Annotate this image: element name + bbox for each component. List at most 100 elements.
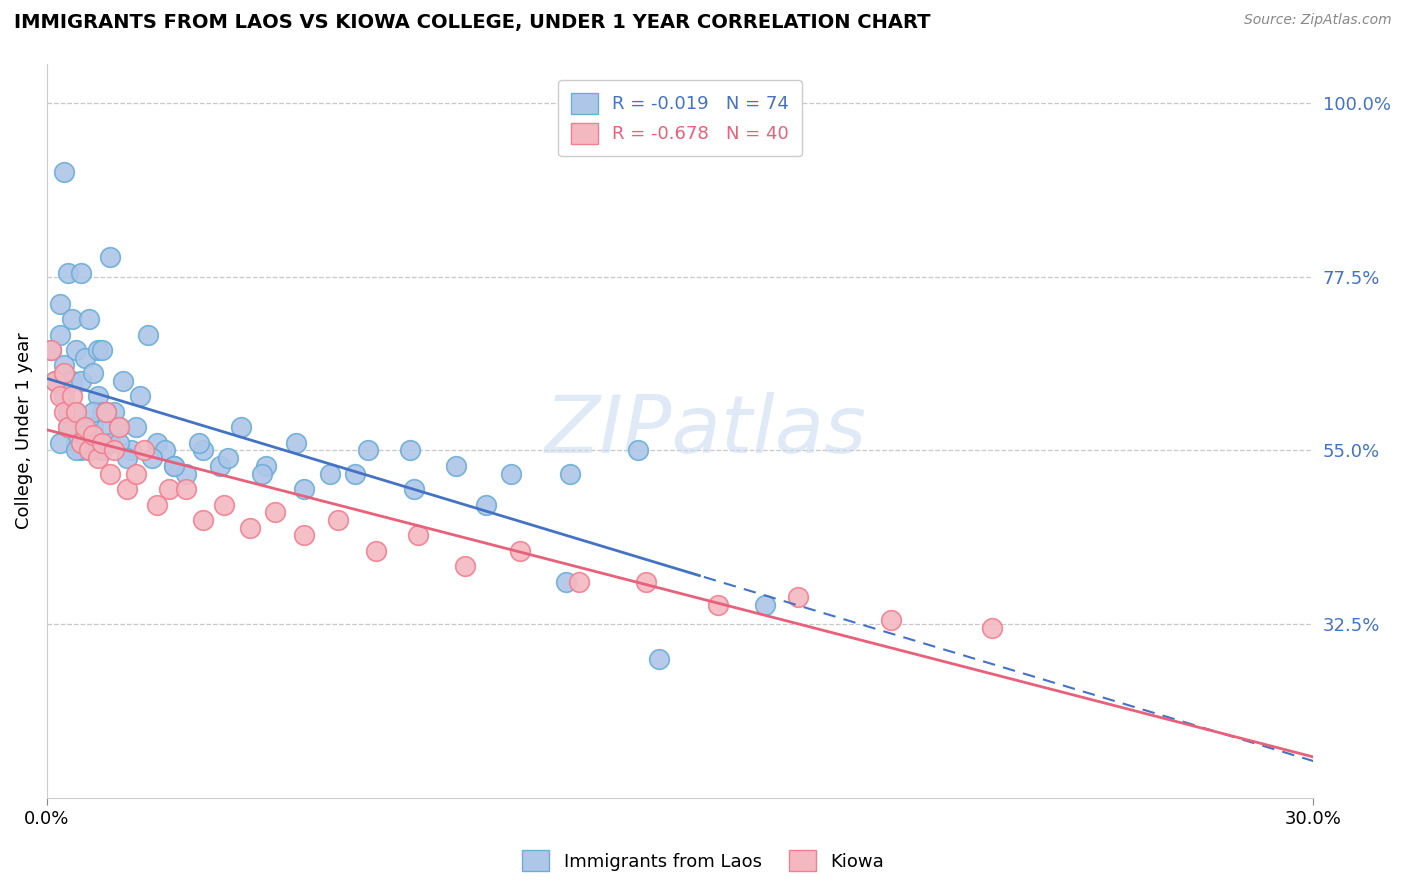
Point: [69, 443, 91, 458]
Point: [48, 389, 70, 403]
Point: [94, 405, 117, 419]
Point: [509, 544, 531, 558]
Point: [82, 366, 104, 380]
Point: [145, 498, 167, 512]
Point: [292, 482, 315, 496]
Point: [174, 482, 197, 496]
Point: [86, 389, 108, 403]
Point: [103, 443, 125, 458]
Point: [60, 312, 83, 326]
Point: [115, 482, 138, 496]
Point: [787, 591, 810, 605]
Point: [366, 544, 388, 558]
Point: [145, 435, 167, 450]
Point: [162, 458, 184, 473]
Text: Source: ZipAtlas.com: Source: ZipAtlas.com: [1244, 13, 1392, 28]
Point: [357, 443, 380, 458]
Point: [981, 621, 1004, 635]
Point: [254, 458, 277, 473]
Point: [107, 435, 129, 450]
Point: [648, 652, 671, 666]
Point: [82, 420, 104, 434]
Point: [124, 420, 146, 434]
Point: [98, 467, 121, 481]
Point: [65, 343, 87, 357]
Point: [120, 443, 142, 458]
Point: [82, 405, 104, 419]
Point: [284, 435, 307, 450]
Point: [446, 458, 468, 473]
Point: [44, 374, 66, 388]
Point: [60, 389, 83, 403]
Point: [77, 443, 100, 458]
Point: [399, 443, 422, 458]
Point: [454, 559, 477, 574]
Point: [880, 614, 903, 628]
Point: [52, 405, 75, 419]
Point: [56, 266, 79, 280]
Point: [73, 420, 96, 434]
Point: [60, 374, 83, 388]
Point: [208, 458, 231, 473]
Point: [636, 574, 658, 589]
Point: [191, 443, 214, 458]
Point: [187, 435, 209, 450]
Point: [141, 451, 163, 466]
Point: [65, 443, 87, 458]
Text: IMMIGRANTS FROM LAOS VS KIOWA COLLEGE, UNDER 1 YEAR CORRELATION CHART: IMMIGRANTS FROM LAOS VS KIOWA COLLEGE, U…: [14, 13, 931, 32]
Point: [90, 443, 112, 458]
Point: [52, 389, 75, 403]
Point: [560, 467, 582, 481]
Point: [48, 296, 70, 310]
Point: [157, 482, 180, 496]
Point: [98, 435, 121, 450]
Point: [174, 467, 197, 481]
Point: [69, 374, 91, 388]
Point: [77, 443, 100, 458]
Legend: R = -0.019   N = 74, R = -0.678   N = 40: R = -0.019 N = 74, R = -0.678 N = 40: [558, 80, 801, 156]
Point: [319, 467, 342, 481]
Point: [103, 405, 125, 419]
Point: [501, 467, 523, 481]
Point: [344, 467, 367, 481]
Legend: Immigrants from Laos, Kiowa: Immigrants from Laos, Kiowa: [515, 843, 891, 879]
Point: [98, 250, 121, 264]
Point: [217, 451, 239, 466]
Point: [69, 435, 91, 450]
Point: [754, 598, 776, 612]
Point: [124, 467, 146, 481]
Point: [65, 405, 87, 419]
Point: [94, 405, 117, 419]
Point: [56, 420, 79, 434]
Point: [56, 405, 79, 419]
Point: [250, 467, 273, 481]
Point: [238, 521, 260, 535]
Point: [408, 528, 430, 542]
Point: [73, 351, 96, 365]
Point: [56, 420, 79, 434]
Point: [52, 165, 75, 179]
Point: [162, 458, 184, 473]
Point: [292, 528, 315, 542]
Point: [48, 435, 70, 450]
Point: [39, 343, 62, 357]
Point: [153, 443, 176, 458]
Point: [707, 598, 730, 612]
Y-axis label: College, Under 1 year: College, Under 1 year: [15, 333, 32, 530]
Point: [475, 498, 498, 512]
Point: [132, 443, 155, 458]
Point: [263, 505, 285, 519]
Point: [73, 428, 96, 442]
Point: [52, 359, 75, 373]
Point: [107, 420, 129, 434]
Point: [107, 420, 129, 434]
Point: [48, 327, 70, 342]
Point: [82, 428, 104, 442]
Point: [39, 343, 62, 357]
Point: [44, 374, 66, 388]
Point: [555, 574, 578, 589]
Point: [65, 435, 87, 450]
Point: [90, 435, 112, 450]
Point: [77, 312, 100, 326]
Point: [65, 405, 87, 419]
